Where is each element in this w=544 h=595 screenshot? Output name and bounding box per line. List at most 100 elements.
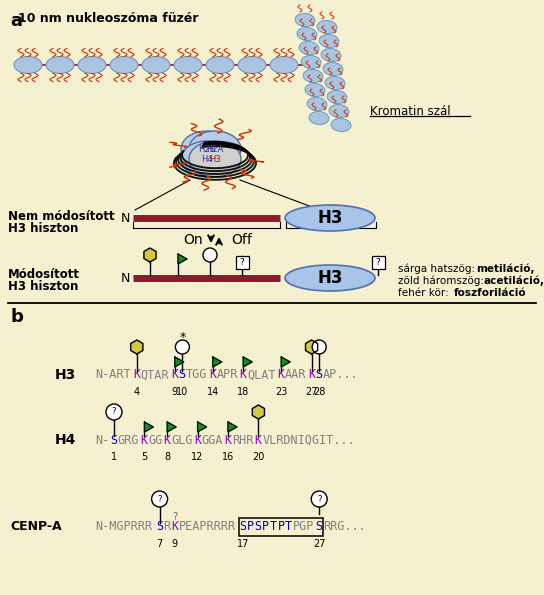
Text: RHR: RHR <box>232 434 253 446</box>
Text: 23: 23 <box>275 387 287 397</box>
Polygon shape <box>197 422 207 432</box>
Text: ?: ? <box>375 258 380 267</box>
Text: H3: H3 <box>55 368 76 382</box>
Text: Módosított: Módosított <box>8 268 80 281</box>
Text: Off: Off <box>231 233 252 247</box>
Text: APR: APR <box>217 368 238 381</box>
Text: T: T <box>285 521 292 534</box>
Ellipse shape <box>317 20 337 33</box>
Text: 1: 1 <box>111 452 117 462</box>
Ellipse shape <box>307 98 327 111</box>
Polygon shape <box>178 254 187 264</box>
Text: 8: 8 <box>164 452 170 462</box>
Text: TGG: TGG <box>186 368 208 381</box>
Text: K: K <box>224 434 231 446</box>
Circle shape <box>106 404 122 420</box>
Ellipse shape <box>327 90 347 104</box>
Text: 16: 16 <box>222 452 234 462</box>
Polygon shape <box>213 357 222 367</box>
Text: CENP-A: CENP-A <box>10 521 61 534</box>
Text: H3: H3 <box>317 269 343 287</box>
Text: N: N <box>121 211 130 224</box>
Text: GRG: GRG <box>118 434 139 446</box>
Text: H4: H4 <box>55 433 76 447</box>
Ellipse shape <box>46 57 74 74</box>
Ellipse shape <box>238 57 266 74</box>
Ellipse shape <box>325 77 345 89</box>
Polygon shape <box>252 405 264 419</box>
Ellipse shape <box>189 141 241 177</box>
Ellipse shape <box>329 105 349 118</box>
Text: K: K <box>140 434 148 446</box>
Circle shape <box>152 491 168 507</box>
Text: PGP: PGP <box>293 521 314 534</box>
Polygon shape <box>281 357 290 367</box>
Text: a: a <box>10 12 22 30</box>
Bar <box>239 518 323 536</box>
Text: K: K <box>209 368 216 381</box>
Polygon shape <box>131 340 143 354</box>
Text: K: K <box>171 368 178 381</box>
Text: P: P <box>277 521 285 534</box>
Text: RRG...: RRG... <box>323 521 366 534</box>
Text: 28: 28 <box>313 387 325 397</box>
Text: H3 hiszton: H3 hiszton <box>8 222 78 235</box>
Text: Kromatin szál: Kromatin szál <box>370 105 450 118</box>
Ellipse shape <box>78 57 106 74</box>
Text: sárga hatszög:: sárga hatszög: <box>398 264 478 274</box>
Text: K: K <box>163 434 170 446</box>
Text: T: T <box>270 521 277 534</box>
Text: GGA: GGA <box>201 434 223 446</box>
Text: K: K <box>171 521 178 534</box>
Circle shape <box>311 491 327 507</box>
Polygon shape <box>306 340 318 354</box>
Ellipse shape <box>321 48 341 61</box>
Text: AAR: AAR <box>285 368 306 381</box>
Circle shape <box>175 340 189 354</box>
Text: On: On <box>183 233 203 247</box>
Text: AP...: AP... <box>323 368 358 381</box>
Bar <box>372 256 385 269</box>
Text: H2B: H2B <box>198 145 216 154</box>
Text: S: S <box>239 521 246 534</box>
Text: GG: GG <box>148 434 163 446</box>
Text: 9: 9 <box>172 539 178 549</box>
Bar <box>236 256 249 269</box>
Text: R: R <box>163 521 170 534</box>
Text: 17: 17 <box>237 539 249 549</box>
Circle shape <box>203 248 217 262</box>
Text: K: K <box>194 434 201 446</box>
Ellipse shape <box>305 83 325 96</box>
Ellipse shape <box>285 205 375 231</box>
Text: H4: H4 <box>201 155 213 164</box>
Text: S: S <box>316 368 323 381</box>
Text: b: b <box>10 308 23 326</box>
Text: ?: ? <box>317 494 322 503</box>
Ellipse shape <box>174 57 202 74</box>
Ellipse shape <box>319 35 339 48</box>
Text: S: S <box>316 521 323 534</box>
Text: ?: ? <box>239 258 244 267</box>
Ellipse shape <box>189 131 241 167</box>
Ellipse shape <box>270 57 298 74</box>
Text: QLAT: QLAT <box>247 368 275 381</box>
Text: 7: 7 <box>157 539 163 549</box>
Ellipse shape <box>295 14 315 27</box>
Text: GLG: GLG <box>171 434 193 446</box>
Text: *: * <box>180 331 186 345</box>
Text: Nem módosított: Nem módosított <box>8 210 115 223</box>
Text: P: P <box>262 521 269 534</box>
Text: PEAPRRRR: PEAPRRRR <box>178 521 236 534</box>
Ellipse shape <box>14 57 42 74</box>
Text: N-MGPRRR: N-MGPRRR <box>95 521 152 534</box>
Text: VLRDNIQGIT...: VLRDNIQGIT... <box>262 434 355 446</box>
Ellipse shape <box>181 131 233 167</box>
Text: 27: 27 <box>313 539 325 549</box>
Text: 10: 10 <box>176 387 189 397</box>
Ellipse shape <box>142 57 170 74</box>
Text: N-: N- <box>95 434 109 446</box>
Text: acetiláció,: acetiláció, <box>484 276 544 287</box>
Ellipse shape <box>110 57 138 74</box>
Text: P: P <box>247 521 254 534</box>
Text: metiláció,: metiláció, <box>476 264 535 274</box>
